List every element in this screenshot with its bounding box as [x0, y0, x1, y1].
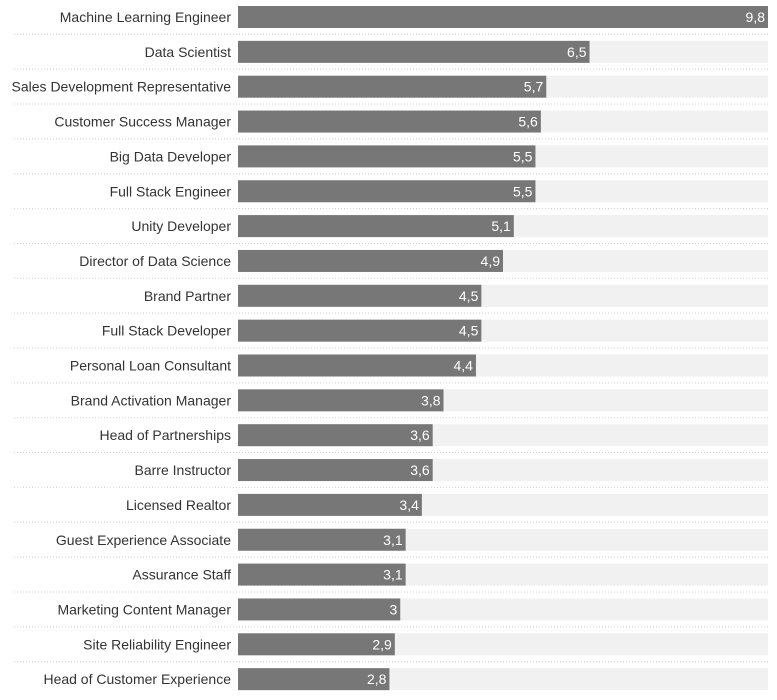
- value-label: 4,5: [459, 288, 479, 304]
- bar: [238, 75, 547, 98]
- category-label: Sales Development Representative: [12, 79, 232, 95]
- bar: [238, 598, 401, 621]
- bar: [238, 284, 482, 307]
- category-label: Head of Partnerships: [99, 427, 231, 443]
- bar: [238, 319, 482, 342]
- bar: [238, 633, 395, 656]
- bar: [238, 40, 590, 63]
- value-label: 5,5: [513, 183, 533, 199]
- value-label: 6,5: [567, 44, 587, 60]
- value-labels: 9,8 6,5 5,7 5,6 5,5 5,5 5,1 4,9 4,5 4,5 4,4 3,8 3,6 3…: [367, 9, 765, 687]
- category-label: Full Stack Developer: [102, 323, 232, 339]
- value-label: 9,8: [746, 9, 766, 25]
- value-label: 3,6: [410, 462, 430, 478]
- bar: [238, 249, 503, 272]
- value-label: 3,8: [421, 392, 441, 408]
- bar: [238, 493, 422, 516]
- category-label: Brand Partner: [144, 288, 231, 304]
- bar: [238, 528, 406, 551]
- category-labels: Machine Learning Engineer Data Scientist S…: [12, 9, 232, 687]
- bar: [238, 110, 541, 133]
- bar: [238, 215, 514, 238]
- category-label: Marketing Content Manager: [57, 601, 231, 617]
- bar: [238, 145, 536, 168]
- value-label: 4,4: [453, 358, 473, 374]
- value-label: 3,6: [410, 427, 430, 443]
- category-label: Barre Instructor: [135, 462, 232, 478]
- category-label: Brand Activation Manager: [71, 392, 232, 408]
- value-label: 3,4: [399, 497, 419, 513]
- value-label: 5,1: [491, 218, 511, 234]
- bars: [238, 6, 768, 691]
- bar: [238, 424, 433, 447]
- category-label: Director of Data Science: [79, 253, 231, 269]
- category-label: Big Data Developer: [110, 148, 232, 164]
- bar: [238, 563, 406, 586]
- value-label: 3,1: [383, 567, 403, 583]
- value-label: 4,5: [459, 323, 479, 339]
- bar: [238, 459, 433, 482]
- category-label: Licensed Realtor: [126, 497, 231, 513]
- value-label: 3: [389, 601, 397, 617]
- category-label: Data Scientist: [145, 44, 231, 60]
- category-label: Assurance Staff: [132, 567, 231, 583]
- category-label: Personal Loan Consultant: [70, 358, 231, 374]
- value-label: 3,1: [383, 532, 403, 548]
- value-label: 2,8: [367, 671, 387, 687]
- category-label: Machine Learning Engineer: [60, 9, 232, 25]
- category-label: Customer Success Manager: [54, 114, 231, 130]
- bar: [238, 6, 768, 28]
- value-label: 5,6: [518, 114, 538, 130]
- value-label: 5,7: [524, 79, 544, 95]
- category-label: Guest Experience Associate: [56, 532, 231, 548]
- bar: [238, 354, 476, 377]
- bar: [238, 668, 390, 691]
- bar: [238, 180, 536, 203]
- value-label: 5,5: [513, 148, 533, 164]
- value-label: 2,9: [372, 636, 392, 652]
- category-label: Full Stack Engineer: [110, 183, 232, 199]
- category-label: Unity Developer: [131, 218, 231, 234]
- category-label: Site Reliability Engineer: [83, 636, 231, 652]
- bar: [238, 389, 444, 412]
- value-label: 4,9: [481, 253, 501, 269]
- category-label: Head of Customer Experience: [43, 671, 231, 687]
